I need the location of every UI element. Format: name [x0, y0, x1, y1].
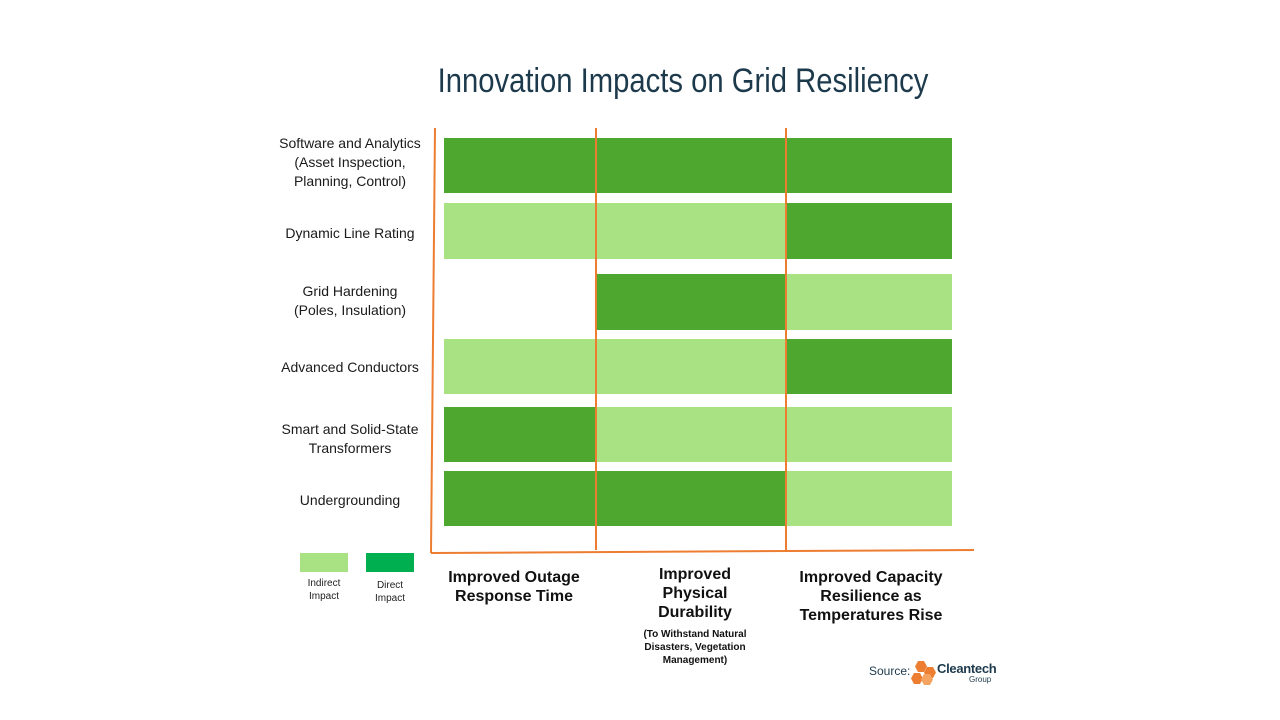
row-label: Dynamic Line Rating — [285, 225, 415, 241]
cell-r2-c1-direct — [596, 274, 786, 330]
cell-r4-c2-indirect — [786, 407, 952, 462]
row-label: Advanced Conductors — [281, 359, 419, 375]
cell-r1-c2-direct — [786, 203, 952, 259]
column-label: Improved Capacity Resilience as Temperat… — [799, 569, 943, 624]
cell-r0-c0-direct — [444, 138, 596, 193]
legend-direct-label: Direct Impact — [374, 580, 405, 604]
cell-r2-c2-indirect — [786, 274, 952, 330]
cell-r3-c2-direct — [786, 339, 952, 394]
logo-sub: Group — [969, 675, 992, 684]
legend-direct-swatch — [366, 553, 414, 572]
cell-r0-c2-direct — [786, 138, 952, 193]
chart-title: Innovation Impacts on Grid Resiliency — [437, 62, 929, 100]
y-axis-line — [430, 127, 436, 554]
cell-r5-c1-direct — [596, 471, 786, 526]
row-label: Smart and Solid-State Transformers — [281, 421, 419, 456]
row-label: Software and Analytics (Asset Inspection… — [279, 135, 421, 189]
row-label: Undergrounding — [299, 492, 401, 508]
cell-r3-c1-indirect — [596, 339, 786, 394]
logo-name: Cleantech — [937, 661, 997, 676]
column-sublabel: (To Withstand Natural Disasters, Vegetat… — [643, 629, 747, 666]
cell-r4-c1-indirect — [596, 407, 786, 462]
column-label: Improved Outage Response Time — [448, 569, 580, 605]
cell-r1-c0-indirect — [444, 203, 596, 259]
cell-r3-c0-indirect — [444, 339, 596, 394]
legend-indirect-swatch — [300, 553, 348, 572]
cell-r0-c1-direct — [596, 138, 786, 193]
source-label: Source: — [869, 664, 911, 678]
cleantech-logo-icon — [911, 661, 936, 685]
x-axis-line — [430, 549, 975, 554]
column-label: Improved Physical Durability — [658, 566, 732, 621]
row-label: Grid Hardening (Poles, Insulation) — [293, 283, 407, 318]
cell-r5-c0-direct — [444, 471, 596, 526]
legend-indirect-label: Indirect Impact — [307, 578, 341, 602]
cell-r1-c1-indirect — [596, 203, 786, 259]
cell-r5-c2-indirect — [786, 471, 952, 526]
cell-r4-c0-direct — [444, 407, 596, 462]
